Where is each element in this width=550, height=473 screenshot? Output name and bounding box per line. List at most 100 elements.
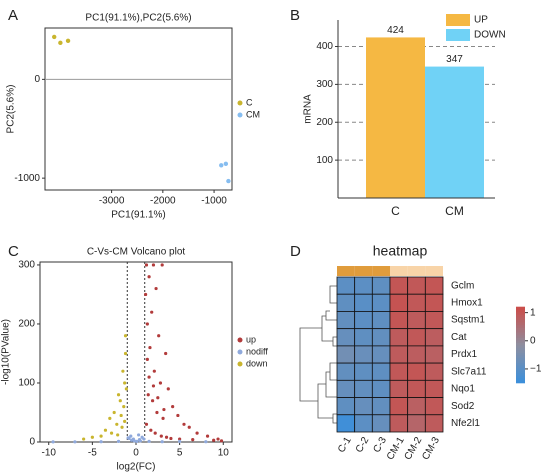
point xyxy=(219,163,224,168)
bar xyxy=(366,37,425,198)
point xyxy=(178,439,182,444)
colorbar-step xyxy=(516,372,525,376)
point xyxy=(146,393,150,397)
point xyxy=(157,334,161,338)
plot-frame xyxy=(44,27,233,191)
legend-swatch xyxy=(237,337,243,343)
y-tick-label: 300 xyxy=(18,260,35,271)
plot-frame xyxy=(39,261,233,443)
colorbar-step xyxy=(516,332,525,336)
point xyxy=(223,161,229,167)
point xyxy=(65,38,71,44)
column-label: CM-3 xyxy=(420,435,442,462)
row-label: Hmox1 xyxy=(451,297,483,308)
cell xyxy=(371,379,391,398)
colorbar-step xyxy=(516,316,525,320)
point xyxy=(116,393,121,397)
x-tick-label: -2000 xyxy=(150,196,176,207)
point xyxy=(144,263,149,267)
colorbar-label: 0 xyxy=(530,335,536,346)
cell xyxy=(354,276,373,295)
x-axis-title: log2(FC) xyxy=(117,462,156,473)
cell xyxy=(389,328,409,347)
y-tick-label: 100 xyxy=(18,378,35,389)
point xyxy=(129,434,133,438)
point xyxy=(147,375,151,379)
colorbar-step xyxy=(516,306,525,310)
group-bar xyxy=(372,266,390,276)
y-axis-title: PC2(5.6%) xyxy=(6,85,17,134)
point xyxy=(155,410,159,415)
cell xyxy=(424,362,444,381)
y-axis-title: mRNA xyxy=(303,94,314,124)
point xyxy=(147,439,151,444)
point xyxy=(135,439,139,444)
chart-title: C-Vs-CM Volcano plot xyxy=(87,247,186,258)
y-tick-label: 200 xyxy=(18,319,35,330)
cell xyxy=(336,293,356,312)
legend-label: UP xyxy=(474,15,488,26)
point xyxy=(116,433,120,437)
legend-swatch xyxy=(237,361,243,367)
legend-label: down xyxy=(246,358,268,368)
point xyxy=(90,435,94,439)
legend-label: DOWN xyxy=(474,30,506,41)
cell xyxy=(389,362,409,381)
point xyxy=(118,399,122,403)
y-tick-label: 400 xyxy=(316,41,333,52)
point xyxy=(120,425,124,429)
point xyxy=(109,431,114,435)
point xyxy=(123,419,127,423)
point xyxy=(142,437,146,441)
legend-swatch xyxy=(237,349,243,355)
point xyxy=(178,437,182,441)
point xyxy=(195,431,199,435)
point xyxy=(123,381,127,385)
colorbar-step xyxy=(516,375,525,379)
cell xyxy=(407,293,426,312)
point xyxy=(150,310,154,314)
row-label: Nfe2l1 xyxy=(451,418,480,429)
colorbar-step xyxy=(516,354,525,358)
panel-letter: C xyxy=(8,243,19,260)
point xyxy=(182,422,186,426)
cell xyxy=(371,397,391,416)
point xyxy=(154,286,158,291)
point xyxy=(191,438,195,442)
colorbar-step xyxy=(516,344,525,348)
group-bar xyxy=(390,266,408,276)
point xyxy=(144,422,149,426)
cell xyxy=(424,414,444,433)
cell xyxy=(354,362,373,381)
cell xyxy=(371,414,391,433)
cell xyxy=(424,311,444,330)
point xyxy=(169,436,173,441)
point xyxy=(164,435,169,439)
y-tick-label: 0 xyxy=(34,74,40,85)
point xyxy=(99,434,103,438)
point xyxy=(137,433,141,437)
point xyxy=(73,440,77,444)
point xyxy=(145,357,149,361)
colorbar-step xyxy=(516,321,525,326)
group-bar xyxy=(354,266,373,276)
point xyxy=(126,436,130,440)
dendrogram xyxy=(299,285,337,424)
colorbar-step xyxy=(516,364,525,369)
cell xyxy=(354,345,373,364)
x-tick-label: 5 xyxy=(177,448,183,459)
point xyxy=(205,434,210,438)
point xyxy=(171,404,175,409)
point xyxy=(103,428,108,432)
group-bar xyxy=(425,266,443,276)
cell xyxy=(389,414,409,433)
colorbar-step xyxy=(516,349,525,353)
cell xyxy=(424,293,444,312)
panel-letter: A xyxy=(8,7,18,24)
cell xyxy=(336,362,356,381)
point xyxy=(116,439,121,444)
point xyxy=(108,416,112,420)
legend-swatch xyxy=(237,112,243,118)
point xyxy=(216,437,220,441)
cell xyxy=(407,328,426,347)
